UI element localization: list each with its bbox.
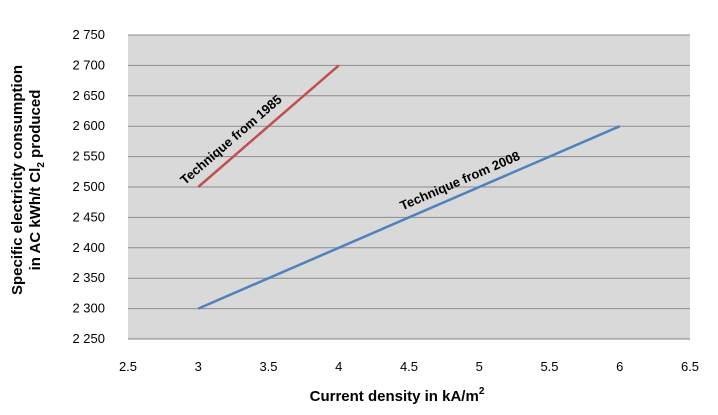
series-line-1 [197,64,340,188]
x-tick-label: 5.5 [540,359,558,374]
y-axis-title: Specific electricity consumption in AC k… [9,65,47,295]
y-axis-title-line2-end: produced [27,90,44,163]
y-axis-title-line1: Specific electricity consumption [9,65,26,295]
y-tick-label: 2 400 [72,240,105,255]
x-tick-label: 6 [616,359,623,374]
y-tick-label: 2 700 [72,57,105,72]
y-tick-label: 2 650 [72,88,105,103]
series-line-2 [197,125,621,310]
y-axis-title-line2: in AC kWh/t Cl2 produced [27,90,47,271]
y-tick-label: 2 300 [72,301,105,316]
x-tick-label: 4 [335,359,342,374]
x-tick-label: 4.5 [400,359,418,374]
x-axis-title-main: Current density in kA/m [310,388,479,405]
y-tick-label: 2 500 [72,179,105,194]
x-axis-title-superscript: 2 [479,386,485,397]
x-tick-label: 2.5 [119,359,137,374]
y-tick-label: 2 600 [72,118,105,133]
y-tick-label: 2 250 [72,331,105,346]
x-tick-label: 3.5 [259,359,277,374]
x-tick-label: 3 [195,359,202,374]
y-axis-title-subscript: 2 [36,162,47,168]
x-axis-title: Current density in kA/m2 [310,386,485,405]
x-tick-label: 5 [476,359,483,374]
y-tick-label: 2 350 [72,270,105,285]
y-tick-label: 2 450 [72,209,105,224]
y-tick-label: 2 550 [72,149,105,164]
x-tick-label: 6.5 [681,359,699,374]
y-tick-label: 2 750 [72,27,105,42]
y-axis-title-line2-text: in AC kWh/t Cl [27,168,44,271]
